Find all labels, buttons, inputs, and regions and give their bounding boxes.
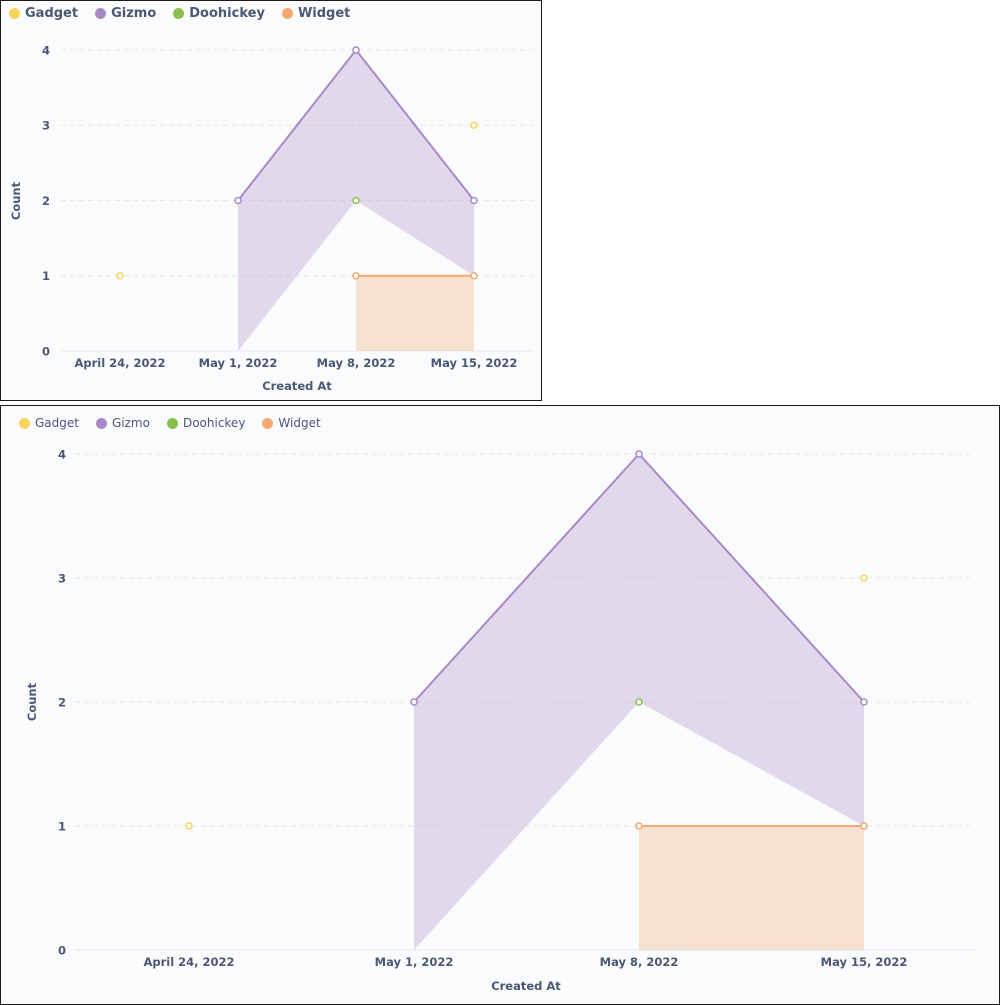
x-tick-label: April 24, 2022	[143, 955, 234, 969]
point-gadget	[116, 272, 124, 280]
point-gadget	[185, 822, 193, 830]
x-axis-title: Created At	[491, 979, 561, 993]
legend-item-widget[interactable]: Widget	[262, 416, 321, 430]
legend-item-gadget[interactable]: Gadget	[9, 6, 78, 21]
legend-dot-gadget	[9, 8, 20, 19]
x-tick-label: May 1, 2022	[199, 356, 278, 370]
point-doohickey	[635, 698, 643, 706]
y-tick-label: 2	[58, 695, 66, 709]
point-gadget	[470, 121, 478, 129]
y-tick-label: 4	[58, 447, 66, 461]
y-tick-label: 4	[42, 43, 50, 57]
y-axis-title: Count	[9, 181, 23, 220]
x-axis-title: Created At	[262, 379, 332, 393]
legend-dot-doohickey	[173, 8, 185, 19]
x-tick-label: May 1, 2022	[375, 955, 454, 969]
legend-dot-gizmo	[95, 417, 107, 429]
area-widget	[639, 826, 864, 950]
legend-label-gadget: Gadget	[35, 416, 79, 430]
chart-plot-large: 0 1 2 3 4 April 24, 2022 May 1, 2022 May 8, 202…	[25, 447, 975, 993]
legend-item-widget[interactable]: Widget	[281, 6, 351, 21]
legend-label-gizmo: Gizmo	[111, 416, 150, 430]
y-tick-label: 3	[58, 571, 66, 585]
legend-item-gizmo[interactable]: Gizmo	[95, 6, 156, 21]
legend-dot-widget	[262, 417, 274, 429]
x-tick-label: May 8, 2022	[600, 955, 679, 969]
point-gizmo	[635, 450, 643, 458]
area-widget	[356, 275, 474, 351]
point-gizmo	[234, 196, 242, 205]
legend-item-doohickey[interactable]: Doohickey	[166, 416, 246, 430]
legend: Gadget Gizmo Doohickey Widget	[9, 6, 367, 21]
chart-plot-small: 0 1 2 3 4 April 24, 2022 May 1, 2022 May 8, 202…	[9, 43, 533, 393]
y-tick-label: 3	[42, 119, 50, 133]
legend-dot-gadget	[19, 417, 30, 429]
point-widget	[860, 822, 868, 830]
legend-dot-widget	[281, 8, 293, 19]
point-gizmo	[410, 698, 418, 706]
y-tick-label: 1	[42, 269, 50, 283]
point-gadget	[860, 574, 868, 582]
legend-label-doohickey: Doohickey	[182, 416, 246, 430]
y-tick-label: 1	[58, 819, 66, 833]
x-tick-label: May 8, 2022	[317, 356, 396, 370]
legend-dot-gizmo	[95, 8, 107, 19]
legend-item-gizmo[interactable]: Gizmo	[95, 416, 150, 430]
chart-panel-large: Gadget Gizmo Doohickey Widget 0 1 2 3 4 April…	[0, 405, 1000, 1005]
legend-label-doohickey: Doohickey	[189, 6, 265, 21]
chart-panel-small: Gadget Gizmo Doohickey Widget 0 1 2 3 4 April…	[0, 0, 542, 401]
point-widget	[470, 272, 478, 280]
legend-dot-doohickey	[166, 417, 178, 429]
legend-label-gizmo: Gizmo	[111, 6, 157, 21]
point-widget	[352, 272, 360, 280]
legend-item-doohickey[interactable]: Doohickey	[173, 6, 265, 21]
point-widget	[635, 822, 643, 830]
legend-label-widget: Widget	[297, 6, 351, 21]
x-tick-label: May 15, 2022	[821, 955, 908, 969]
legend-label-widget: Widget	[278, 416, 321, 430]
legend-item-gadget[interactable]: Gadget	[19, 416, 79, 430]
point-gizmo	[352, 46, 360, 54]
legend-label-gadget: Gadget	[25, 6, 79, 21]
legend: Gadget Gizmo Doohickey Widget	[19, 416, 338, 430]
y-tick-label: 2	[42, 194, 50, 208]
x-tick-label: April 24, 2022	[74, 356, 165, 370]
y-tick-label: 0	[58, 943, 66, 957]
y-tick-label: 0	[42, 344, 50, 358]
point-doohickey	[352, 196, 360, 205]
y-axis-title: Count	[25, 682, 39, 721]
x-tick-label: May 15, 2022	[431, 356, 518, 370]
point-gizmo	[860, 698, 868, 706]
point-gizmo	[470, 196, 478, 205]
